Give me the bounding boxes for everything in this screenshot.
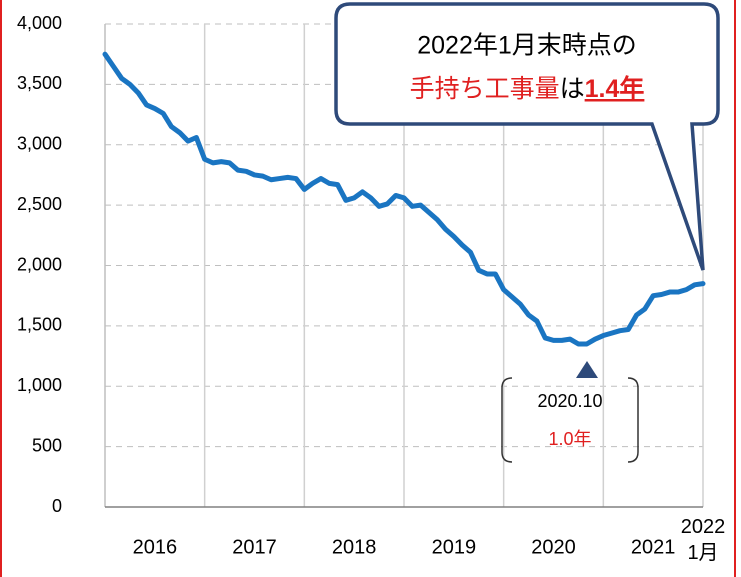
- callout-line2: 手持ち工事量は1.4年: [410, 74, 645, 103]
- label-line: 1月: [687, 542, 718, 564]
- callout-red: 手持ち工事量: [410, 75, 560, 103]
- plot: [102, 51, 706, 347]
- annotations: 2022年1月末時点の 手持ち工事量は1.4年 2020.10 1.0年: [334, 2, 720, 463]
- callout-box: [334, 2, 720, 271]
- x-tick-label: 2021: [631, 536, 676, 558]
- y-tick-label: 4,000: [17, 13, 62, 33]
- y-tick-label: 3,000: [17, 134, 62, 154]
- y-tick-label: 0: [52, 496, 62, 516]
- y-tick-label: 500: [32, 435, 62, 455]
- y-tick-label: 2,500: [17, 194, 62, 214]
- callout-bold: 1.4年: [585, 74, 645, 103]
- min-marker: [576, 361, 598, 378]
- y-tick-label: 2,000: [17, 254, 62, 274]
- y-tick-label: 3,500: [17, 73, 62, 93]
- min-value: 1.0年: [548, 429, 591, 449]
- x-tick-label: 2018: [332, 536, 377, 558]
- x-tick-label: 2020: [531, 536, 576, 558]
- x-tick-label: 2019: [432, 536, 477, 558]
- min-date: 2020.10: [537, 391, 602, 411]
- y-tick-label: 1,500: [17, 315, 62, 335]
- x-tick-label: 2017: [232, 536, 277, 558]
- callout-line1: 2022年1月末時点の: [417, 32, 637, 60]
- y-tick-label: 1,000: [17, 375, 62, 395]
- callout-mid: は: [560, 75, 585, 103]
- bracket-right: [627, 377, 639, 463]
- data-line: [102, 51, 706, 347]
- label-line: 2022: [681, 516, 726, 538]
- bracket-left: [501, 377, 513, 463]
- x-tick-label: 2016: [133, 536, 178, 558]
- x-tick-label: 2022 1月: [681, 516, 726, 564]
